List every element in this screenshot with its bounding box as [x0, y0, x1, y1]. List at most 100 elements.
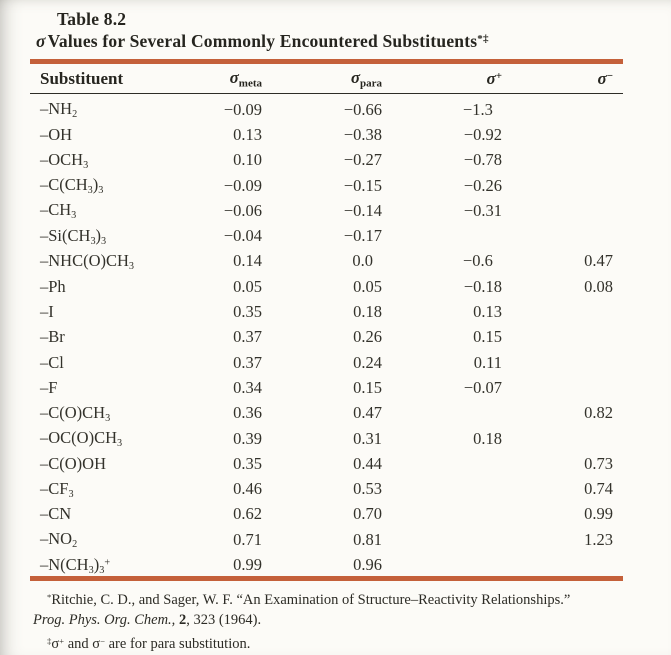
table-row: –CH3 −0.06 −0.14 −0.31 — [30, 198, 623, 223]
value-cell: 0.44 — [353, 453, 382, 473]
footnote-citation: *Ritchie, C. D., and Sager, W. F. “An Ex… — [33, 587, 639, 610]
substituent-cell: –I — [40, 302, 54, 322]
value-cell: −0.27 — [343, 150, 382, 170]
footnote-journal-line: Prog. Phys. Org. Chem., 2, 323 (1964). — [33, 610, 639, 631]
footnote-para-text: σ+ and σ− are for para substitution. — [51, 635, 251, 652]
value-cell: −0.38 — [343, 124, 382, 144]
value-cell: −0.31 — [463, 200, 502, 220]
value-cell: −0.18 — [463, 276, 502, 296]
table-row: –C(CH3)3 −0.09 −0.15 −0.26 — [30, 173, 623, 198]
value-cell: −0.06 — [223, 200, 262, 220]
substituent-cell: –NH2 — [40, 99, 78, 121]
value-cell: 0.99 — [584, 504, 613, 524]
value-cell: −0.17 — [343, 226, 382, 246]
value-cell: −0.04 — [223, 226, 262, 246]
value-cell — [502, 552, 623, 577]
footnote-para-substitution: ‡σ+ and σ− are for para substitution. — [33, 631, 639, 654]
value-cell: 0.13 — [233, 124, 262, 144]
table-row: –OH 0.13 −0.38 −0.92 — [30, 122, 623, 147]
substituent-cell: –C(O)CH3 — [40, 402, 111, 424]
journal-pages: , 323 (1964). — [186, 612, 262, 629]
value-cell: −0.14 — [343, 200, 382, 220]
substituent-cell: –C(CH3)3 — [40, 175, 104, 196]
table-row: –F 0.34 0.15 −0.07 — [30, 375, 623, 400]
value-cell: 0.0 — [352, 251, 373, 271]
value-cell: 0.62 — [233, 504, 262, 524]
value-cell: 0.05 — [233, 276, 262, 296]
substituent-cell: –N(CH3)3+ — [40, 554, 111, 576]
value-cell — [502, 148, 623, 173]
value-cell: 0.96 — [353, 554, 382, 574]
substituent-cell: –OC(O)CH3 — [40, 428, 123, 449]
value-cell: −0.09 — [223, 175, 262, 195]
column-header-sigma-minus: σ− — [502, 64, 623, 94]
value-cell: 0.08 — [584, 276, 613, 296]
value-cell: 0.34 — [233, 377, 262, 397]
value-cell: 0.36 — [233, 403, 262, 423]
substituent-cell: –OH — [40, 124, 73, 144]
value-cell — [502, 350, 623, 375]
value-cell: 0.15 — [473, 327, 502, 347]
substituent-cell: –NHC(O)CH3 — [40, 251, 135, 272]
value-cell: 0.24 — [353, 352, 382, 372]
value-cell: 0.53 — [353, 479, 382, 499]
bottom-rule — [30, 576, 623, 581]
value-cell: −0.92 — [463, 124, 502, 144]
value-cell: 0.71 — [233, 529, 262, 549]
value-cell — [382, 476, 502, 501]
substituent-cell: –Br — [40, 327, 65, 347]
value-cell — [382, 552, 502, 577]
substituent-cell: –C(O)OH — [40, 453, 106, 473]
value-cell: 1.23 — [584, 529, 613, 549]
value-cell: 0.47 — [353, 403, 382, 423]
title-text: Values for Several Commonly Encountered … — [47, 31, 478, 51]
value-cell — [382, 451, 502, 476]
table-row: –N(CH3)3+ 0.99 0.96 — [30, 552, 623, 577]
value-cell: 0.37 — [233, 327, 262, 347]
substituent-cell: –Cl — [40, 352, 64, 372]
value-cell: 0.18 — [353, 302, 382, 322]
value-cell: 0.47 — [584, 251, 613, 271]
table-row: –C(O)CH3 0.36 0.47 0.82 — [30, 401, 623, 426]
column-header-sigma-para: σpara — [262, 64, 382, 94]
value-cell: 0.26 — [353, 327, 382, 347]
value-cell: −0.6 — [463, 251, 493, 271]
table-row: –Ph 0.05 0.05 −0.18 0.08 — [30, 274, 623, 299]
value-cell: 0.81 — [353, 529, 382, 549]
value-cell: 0.37 — [233, 352, 262, 372]
value-cell — [502, 122, 623, 147]
column-header-sigma-plus: σ+ — [382, 64, 502, 94]
value-cell: −0.15 — [343, 175, 382, 195]
journal-volume: 2 — [178, 612, 187, 629]
table-row: –NH2 −0.09 −0.66 −1.3 — [30, 94, 623, 123]
value-cell — [502, 173, 623, 198]
table-row: –CN 0.62 0.70 0.99 — [30, 502, 623, 527]
value-cell: 0.14 — [233, 251, 262, 271]
table-body: –NH2 −0.09 −0.66 −1.3 –OH 0.13 −0.38 −0.92 –OCH3… — [30, 94, 623, 578]
value-cell: 0.35 — [233, 302, 262, 322]
value-cell — [502, 94, 623, 123]
table-row: –Cl 0.37 0.24 0.11 — [30, 350, 623, 375]
substituent-cell: –F — [40, 377, 58, 397]
value-cell — [502, 299, 623, 324]
table-row: –OCH3 0.10 −0.27 −0.78 — [30, 148, 623, 173]
value-cell: 0.39 — [233, 428, 262, 448]
value-cell: 0.31 — [353, 428, 382, 448]
table-row: –OC(O)CH3 0.39 0.31 0.18 — [30, 426, 623, 451]
value-cell: 0.99 — [233, 554, 262, 574]
table-label: Table 8.2 — [57, 9, 127, 29]
table-row: –Br 0.37 0.26 0.15 — [30, 325, 623, 350]
value-cell: 0.11 — [473, 352, 502, 372]
value-cell: −0.66 — [343, 99, 382, 119]
substituent-cell: –OCH3 — [40, 149, 89, 171]
value-cell: −0.07 — [463, 377, 502, 397]
value-cell: 0.46 — [233, 479, 262, 499]
title-footnote-marks: *‡ — [477, 33, 489, 46]
value-cell — [502, 426, 623, 451]
footnote-citation-text: Ritchie, C. D., and Sager, W. F. “An Exa… — [51, 591, 571, 608]
value-cell: 0.18 — [473, 428, 502, 448]
table-row: –NHC(O)CH3 0.14 0.0 −0.6 0.47 — [30, 249, 623, 274]
substituent-cell: –CN — [40, 504, 72, 524]
table-row: –CF3 0.46 0.53 0.74 — [30, 476, 623, 501]
